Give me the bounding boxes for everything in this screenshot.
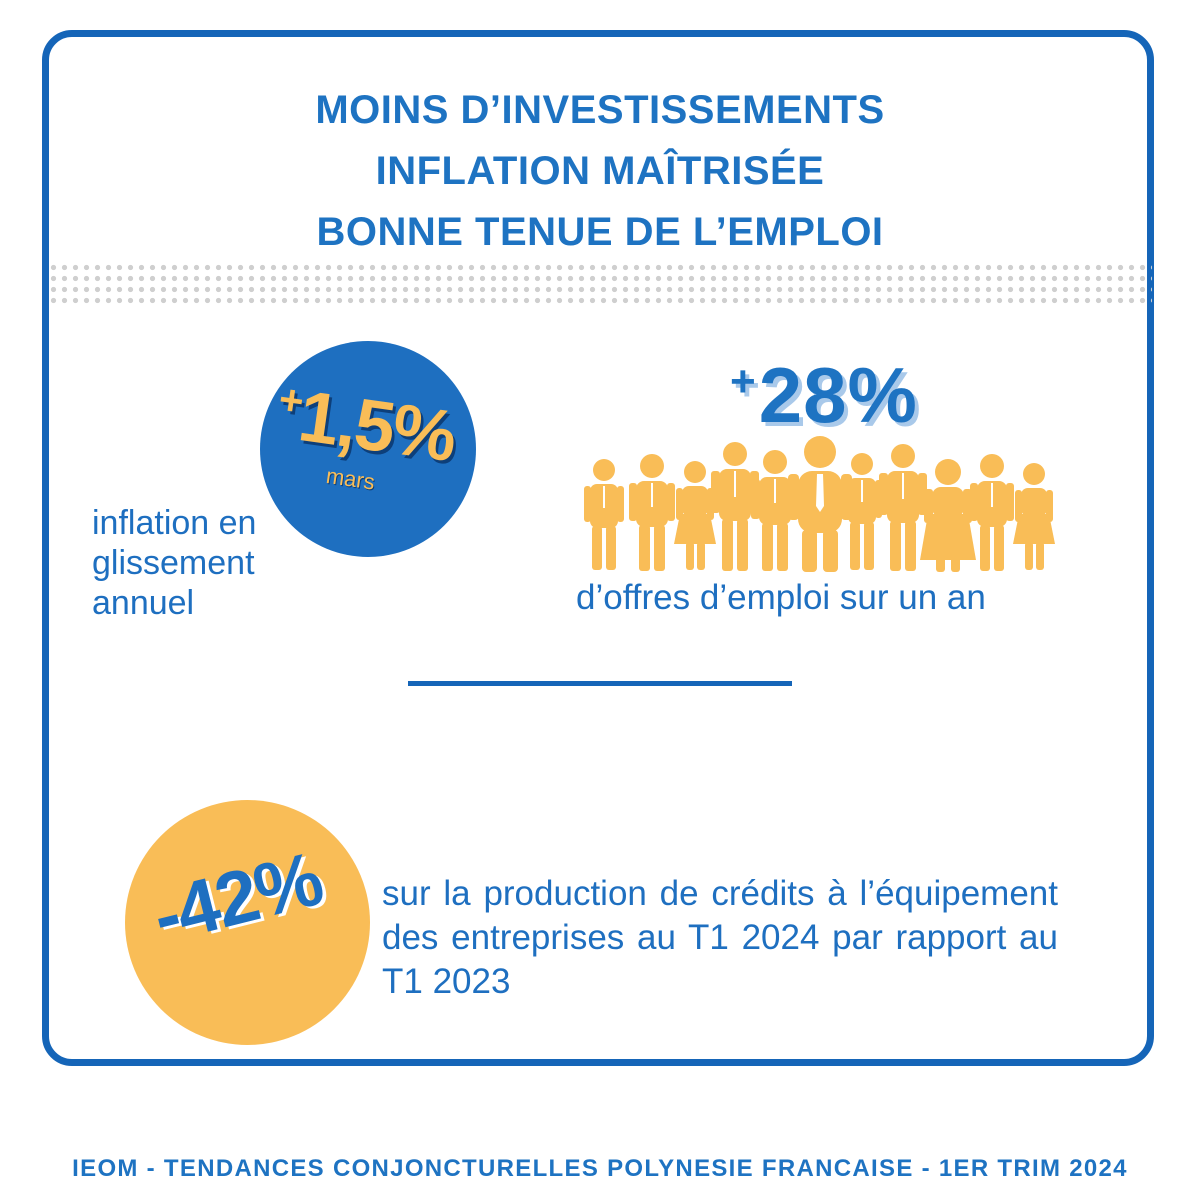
- credits-description: sur la production de crédits à l’équipem…: [382, 874, 1058, 1001]
- dotted-separator: [48, 262, 1152, 306]
- headline-line-1: MOINS D’INVESTISSEMENTS: [315, 88, 885, 132]
- inflation-circle: [260, 341, 476, 557]
- headline-line-3: BONNE TENUE DE L’EMPLOI: [316, 210, 884, 254]
- emploi-sign: +: [730, 357, 757, 406]
- headline: MOINS D’INVESTISSEMENTS INFLATION MAÎTRI…: [100, 80, 1100, 263]
- people-group-icon: [584, 436, 1055, 572]
- emploi-value: +28%: [730, 350, 918, 441]
- section-divider: [408, 681, 792, 686]
- inflation-description: inflation en glissement annuel: [92, 504, 257, 622]
- credits-circle: [125, 800, 370, 1045]
- emploi-number: 28%: [758, 351, 918, 439]
- headline-line-2: INFLATION MAÎTRISÉE: [375, 149, 825, 193]
- footer-source: IEOM - TENDANCES CONJONCTURELLES POLYNES…: [72, 1155, 1128, 1182]
- card-frame: [42, 30, 1154, 1066]
- emploi-description: d’offres d’emploi sur un an: [576, 578, 986, 617]
